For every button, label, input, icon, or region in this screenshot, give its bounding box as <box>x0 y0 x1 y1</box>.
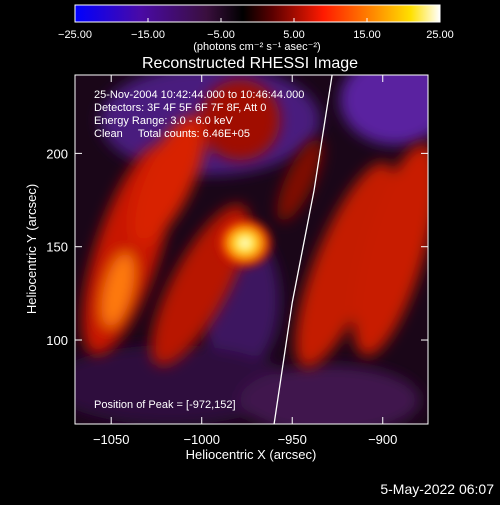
annotation-energy-range: Energy Range: 3.0 - 6.0 keV <box>94 115 233 127</box>
plot-frame <box>74 74 429 425</box>
y-tick-label: 150 <box>46 240 68 255</box>
x-tick-label: −1000 <box>183 432 220 447</box>
annotation-detectors: Detectors: 3F 4F 5F 6F 7F 8F, Att 0 <box>94 102 266 114</box>
colorbar-tick-label: −25.00 <box>58 29 92 41</box>
y-tick-label: 100 <box>46 333 68 348</box>
x-tick-label: −1050 <box>93 432 130 447</box>
colorbar-tick-label: −5.00 <box>207 29 235 41</box>
colorbar-unit-label: (photons cm⁻² s⁻¹ asec⁻²) <box>193 41 320 53</box>
chart-title: Reconstructed RHESSI Image <box>142 55 358 72</box>
colorbar <box>75 5 440 22</box>
x-axis-label: Heliocentric X (arcsec) <box>186 447 317 462</box>
colorbar-tick-label: −15.00 <box>131 29 165 41</box>
solar-limb-line <box>273 75 333 424</box>
x-tick-label: −900 <box>368 432 397 447</box>
colorbar-tick-label: 25.00 <box>426 29 454 41</box>
y-axis-label: Heliocentric Y (arcsec) <box>24 184 39 314</box>
annotation-time-range: 25-Nov-2004 10:42:44.000 to 10:46:44.000 <box>94 89 304 101</box>
colorbar-tick-label: 15.00 <box>353 29 381 41</box>
heatmap-image <box>75 75 428 424</box>
peak-position-label: Position of Peak = [-972,152] <box>94 399 236 411</box>
date-stamp: 5-May-2022 06:07 <box>380 481 494 497</box>
y-tick-label: 200 <box>46 146 68 161</box>
colorbar-tick-label: 5.00 <box>283 29 304 41</box>
x-tick-label: −950 <box>278 432 307 447</box>
annotation-clean-counts: Clean Total counts: 6.46E+05 <box>94 128 250 140</box>
